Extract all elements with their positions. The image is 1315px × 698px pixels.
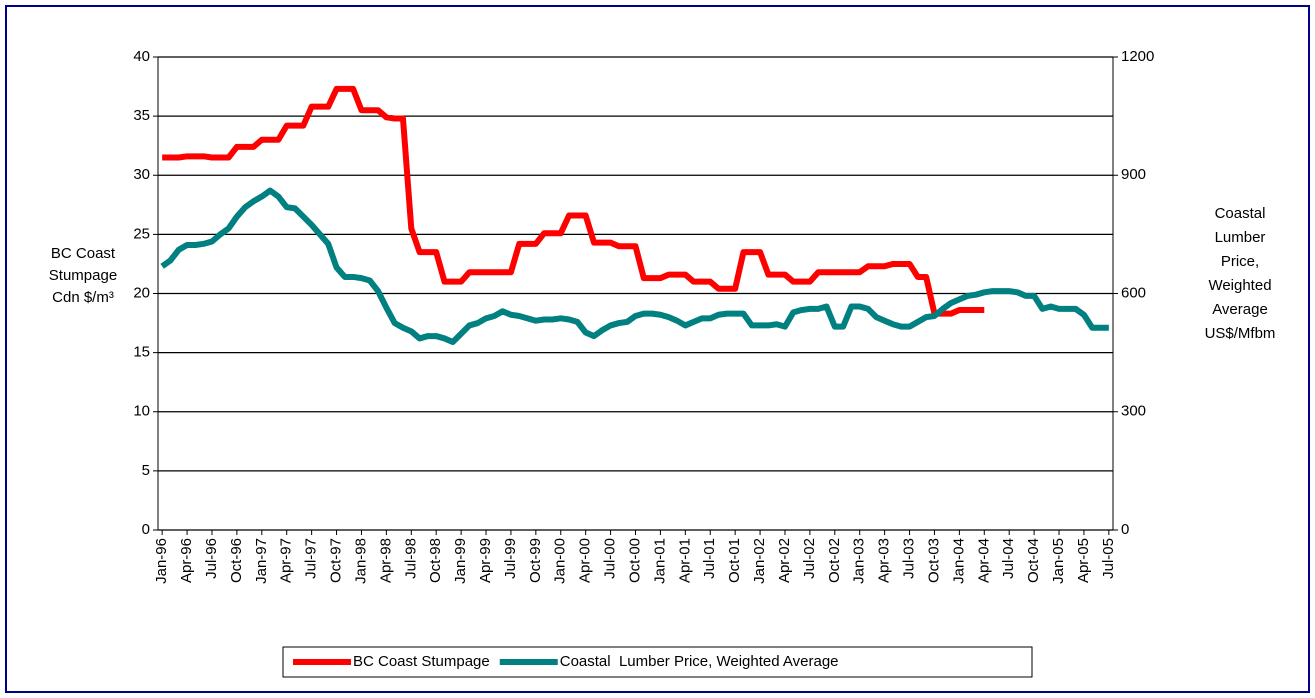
x-tick-label: Jan-02 [751,538,768,584]
y2-axis-label: Price, [1221,253,1259,270]
x-tick-label: Oct-01 [726,538,743,583]
chart-border [5,5,1310,693]
y-tick-label: 0 [142,521,150,538]
y2-tick-label: 0 [1121,521,1129,538]
x-tick-label: Oct-98 [427,538,444,583]
x-tick-label: Jul-96 [203,538,220,579]
x-tick-label: Apr-03 [876,538,893,583]
line-series [160,187,1109,345]
x-tick-label: Jul-04 [1000,538,1017,579]
legend-label: Coastal Lumber Price, Weighted Average [560,653,839,670]
y-tick-label: 40 [133,48,150,65]
x-tick-label: Apr-96 [178,538,195,583]
x-tick-label: Apr-05 [1075,538,1092,583]
y2-axis-label: Weighted [1208,277,1271,294]
x-tick-label: Apr-98 [377,538,394,583]
x-tick-label: Oct-04 [1025,538,1042,583]
x-tick-label: Jul-05 [1100,538,1117,579]
x-tick-label: Jul-02 [801,538,818,579]
y-axis-label: Stumpage [49,267,117,284]
x-tick-label: Apr-00 [577,538,594,583]
x-tick-label: Jan-00 [552,538,569,584]
line-series [162,85,985,317]
x-tick-label: Apr-04 [975,538,992,583]
x-tick-label: Jul-00 [602,538,619,579]
y-tick-label: 10 [133,403,150,420]
y2-axis-label: Coastal [1215,205,1266,222]
y2-tick-label: 900 [1121,166,1146,183]
y2-tick-label: 600 [1121,284,1146,301]
x-tick-label: Jan-04 [950,538,967,584]
y2-axis-label: US$/Mfbm [1205,325,1276,342]
x-tick-label: Jan-05 [1050,538,1067,584]
x-tick-label: Apr-01 [676,538,693,583]
x-tick-label: Jul-03 [901,538,918,579]
x-tick-label: Jan-03 [851,538,868,584]
y2-tick-label: 300 [1121,403,1146,420]
x-tick-label: Oct-00 [626,538,643,583]
x-tick-label: Jul-98 [402,538,419,579]
x-tick-label: Jan-98 [352,538,369,584]
legend: BC Coast Stumpage Coastal Lumber Price, W… [282,646,1033,678]
x-tick-label: Jan-96 [153,538,170,584]
y-axis-label: Cdn $/m³ [52,289,114,306]
legend-box [282,646,1033,678]
x-tick-label: Jan-97 [253,538,270,584]
x-tick-label: Oct-99 [527,538,544,583]
x-tick-label: Oct-03 [925,538,942,583]
y-axis-label: BC Coast [51,245,116,262]
x-tick-label: Oct-02 [826,538,843,583]
x-tick-label: Jan-99 [452,538,469,584]
x-tick-label: Apr-97 [278,538,295,583]
y-tick-label: 35 [133,107,150,124]
y2-tick-label: 1200 [1121,48,1154,65]
x-tick-label: Oct-96 [228,538,245,583]
legend-label: BC Coast Stumpage [353,653,490,670]
y2-axis-label: Average [1212,301,1268,318]
x-tick-label: Apr-02 [776,538,793,583]
y-tick-label: 25 [133,225,150,242]
x-tick-label: Jul-01 [701,538,718,579]
x-tick-label: Jan-01 [651,538,668,584]
x-tick-label: Jul-97 [303,538,320,579]
x-tick-label: Apr-99 [477,538,494,583]
y-tick-label: 15 [133,344,150,361]
y-tick-label: 30 [133,166,150,183]
x-tick-label: Jul-99 [502,538,519,579]
x-tick-label: Oct-97 [328,538,345,583]
y-tick-label: 20 [133,284,150,301]
y-tick-label: 5 [142,462,150,479]
y2-axis-label: Lumber [1215,229,1266,246]
